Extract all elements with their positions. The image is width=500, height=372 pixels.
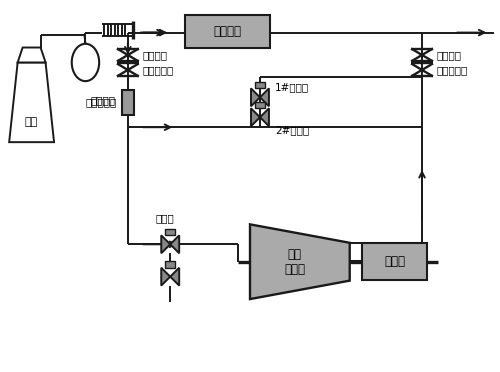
Bar xyxy=(255,102,265,108)
Polygon shape xyxy=(251,89,260,106)
Text: 2#旁通阀: 2#旁通阀 xyxy=(275,125,309,135)
Text: 入口蝶阀: 入口蝶阀 xyxy=(143,50,168,60)
Polygon shape xyxy=(250,224,350,299)
Bar xyxy=(166,229,175,235)
Bar xyxy=(122,90,134,115)
Polygon shape xyxy=(260,108,269,126)
Text: 出口插板阀: 出口插板阀 xyxy=(437,65,468,75)
Text: 透平
膨胀机: 透平 膨胀机 xyxy=(284,248,306,276)
Text: 减压阀组: 减压阀组 xyxy=(214,25,242,38)
Polygon shape xyxy=(161,235,170,253)
Text: 入口插板阀: 入口插板阀 xyxy=(143,65,174,75)
Polygon shape xyxy=(170,268,179,286)
Ellipse shape xyxy=(72,44,99,81)
Text: 出口蝶阀: 出口蝶阀 xyxy=(437,50,462,60)
Text: 高炉: 高炉 xyxy=(25,117,38,127)
Polygon shape xyxy=(170,235,179,253)
Bar xyxy=(166,262,175,268)
Polygon shape xyxy=(260,89,269,106)
Text: 快切阀: 快切阀 xyxy=(156,214,174,223)
Polygon shape xyxy=(18,48,46,62)
Text: 文氏流量计: 文氏流量计 xyxy=(86,97,117,107)
Text: 发电机: 发电机 xyxy=(384,255,405,268)
Polygon shape xyxy=(251,108,260,126)
Polygon shape xyxy=(9,62,54,142)
Bar xyxy=(185,15,270,48)
Polygon shape xyxy=(161,268,170,286)
Bar xyxy=(255,82,265,89)
Bar xyxy=(362,243,427,280)
Text: 除尘设备: 除尘设备 xyxy=(90,95,116,105)
Text: 1#旁通阀: 1#旁通阀 xyxy=(275,82,309,92)
